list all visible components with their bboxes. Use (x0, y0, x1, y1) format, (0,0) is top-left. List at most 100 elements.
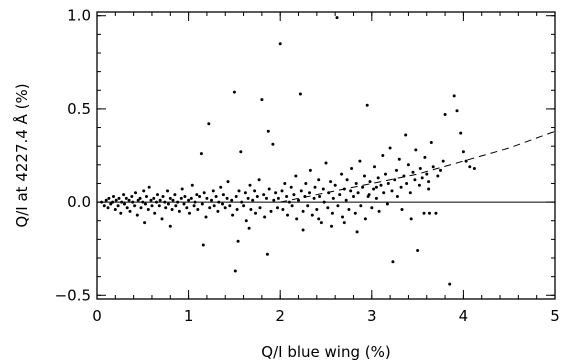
data-point (201, 243, 205, 247)
data-point (425, 172, 429, 176)
data-point (232, 90, 236, 94)
data-point (303, 195, 307, 198)
data-point (386, 182, 390, 185)
data-point (390, 189, 394, 193)
data-point (306, 204, 310, 208)
data-point (104, 198, 108, 202)
data-point (327, 191, 331, 195)
data-point (313, 185, 317, 189)
data-point (379, 183, 383, 187)
data-point (301, 209, 305, 213)
data-point (276, 196, 280, 200)
data-point (168, 196, 172, 200)
data-point (233, 269, 237, 273)
data-point (428, 211, 431, 215)
data-point (125, 206, 129, 210)
data-point (183, 195, 187, 198)
data-point (173, 193, 177, 197)
data-point (452, 94, 456, 98)
data-point (418, 167, 422, 170)
data-point (427, 187, 431, 191)
data-point (263, 215, 267, 219)
data-point (468, 165, 472, 169)
data-point (236, 239, 240, 243)
data-point (385, 202, 389, 206)
data-point (312, 196, 316, 200)
data-point (408, 191, 412, 195)
data-point (439, 168, 442, 172)
data-point (144, 202, 147, 206)
data-point (266, 129, 270, 133)
data-point (317, 178, 321, 182)
data-point (322, 200, 326, 204)
data-point (416, 249, 420, 252)
data-point (342, 221, 346, 225)
data-point (254, 211, 257, 215)
data-point (287, 200, 291, 204)
data-point (131, 200, 135, 204)
data-point (330, 224, 333, 228)
data-point (397, 157, 401, 161)
data-point (247, 226, 251, 230)
data-point (196, 208, 200, 211)
data-point (414, 148, 418, 152)
y-axis-title: Q/I at 4227.4 Å (%) (12, 83, 31, 227)
data-point (240, 200, 244, 204)
data-point (160, 217, 164, 221)
x-axis-title: Q/I blue wing (%) (261, 343, 390, 361)
data-point (472, 167, 476, 170)
data-point (133, 204, 137, 208)
data-point (122, 193, 126, 197)
data-point (350, 167, 354, 170)
data-point (219, 185, 223, 189)
data-point (166, 202, 170, 206)
data-point (155, 200, 158, 204)
data-point (265, 252, 269, 256)
x-tick-label: 3 (367, 307, 377, 325)
data-point (299, 189, 303, 193)
data-point (106, 206, 110, 210)
data-point (395, 168, 398, 172)
data-point (391, 260, 395, 264)
data-point (324, 161, 328, 165)
data-point (150, 204, 154, 208)
data-point (294, 174, 298, 178)
data-point (365, 103, 369, 107)
data-point (358, 159, 362, 163)
data-point (187, 198, 191, 202)
dashed-fit-curve (280, 130, 556, 203)
data-point (255, 195, 259, 198)
data-point (202, 191, 206, 195)
data-point (234, 195, 238, 198)
data-point (208, 206, 212, 210)
data-point (123, 202, 126, 206)
data-point (198, 195, 202, 198)
data-point (221, 202, 224, 206)
data-point (411, 170, 415, 174)
data-point (193, 200, 197, 204)
data-point (363, 174, 366, 178)
data-point (217, 200, 221, 204)
data-point (361, 185, 365, 189)
data-point (395, 195, 399, 198)
data-point (340, 172, 344, 176)
data-point (171, 198, 175, 202)
data-point (292, 193, 296, 197)
data-point (315, 208, 319, 211)
data-point (278, 42, 282, 46)
data-point (377, 209, 381, 213)
data-point (248, 183, 252, 187)
data-point (434, 211, 438, 215)
data-point (225, 196, 229, 200)
x-tick-label: 4 (459, 307, 469, 325)
data-point (349, 189, 353, 193)
data-point (200, 202, 204, 206)
data-point (409, 217, 413, 221)
data-point (393, 178, 397, 182)
data-point (211, 189, 215, 193)
data-point (280, 189, 284, 193)
data-point (145, 195, 148, 198)
data-point (135, 213, 139, 217)
data-point (216, 209, 220, 213)
data-point (333, 183, 337, 187)
